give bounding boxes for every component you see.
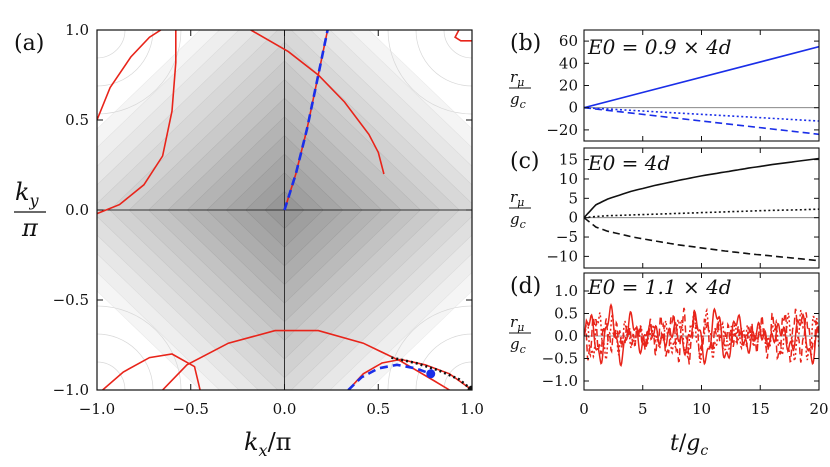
y-tick-label: 15 bbox=[559, 151, 578, 169]
series-dotted bbox=[584, 208, 819, 219]
panel-b-ylabel-g: gc bbox=[510, 90, 526, 111]
y-tick-label: −1.0 bbox=[53, 381, 89, 399]
panel-a-ticks: −1.0 −0.5 0.0 0.5 1.0 −1.0 −0.5 0.0 0.5 1.0 bbox=[53, 21, 484, 418]
y-tick-label: 40 bbox=[559, 54, 578, 72]
panel-b: −20 0 20 40 60 (b) E0 = 0.9 × 4d rμ gc bbox=[509, 29, 820, 142]
series-solid bbox=[584, 45, 819, 109]
panel-a-curves bbox=[97, 30, 472, 390]
panel-c-title: E0 = 4d bbox=[587, 151, 670, 175]
y-tick-label: 1.0 bbox=[554, 282, 578, 300]
panel-d: −1.0 −0.5 0.0 0.5 1.0 0 5 10 15 20 (d) E0 = 1.1 ×… bbox=[509, 272, 829, 459]
series-solid bbox=[584, 302, 819, 368]
x-tick-label: 1.0 bbox=[460, 400, 484, 418]
ky-label-k: ky bbox=[15, 178, 40, 210]
kx-axis-label: kx/π bbox=[244, 428, 291, 460]
panel-b-plot: −20 0 20 40 60 bbox=[546, 29, 820, 142]
panel-d-title: E0 = 1.1 × 4d bbox=[587, 275, 732, 299]
panel-d-label: (d) bbox=[510, 274, 541, 299]
blue-dashed-center bbox=[283, 30, 329, 211]
panel-d-ylabel-r: rμ bbox=[510, 313, 524, 334]
black-dot bbox=[467, 385, 472, 390]
red-bottom-left-curve bbox=[102, 353, 201, 390]
x-tick-label: 10 bbox=[692, 400, 711, 418]
y-tick-label: −20 bbox=[546, 121, 578, 139]
blue-dot bbox=[426, 369, 436, 379]
series-solid bbox=[584, 157, 819, 219]
series-group bbox=[584, 157, 819, 262]
y-tick-label: 0.5 bbox=[554, 305, 578, 323]
x-tick-label: 15 bbox=[751, 400, 770, 418]
series-group bbox=[584, 302, 819, 368]
y-tick-label: 1.0 bbox=[65, 21, 89, 39]
red-curve-left-curve bbox=[97, 30, 177, 215]
y-tick-label: −5 bbox=[556, 228, 578, 246]
panel-d-ylabel-g: gc bbox=[510, 335, 526, 356]
panel-b-label: (b) bbox=[510, 31, 541, 56]
red-bottom-mid-curve bbox=[162, 329, 450, 390]
y-tick-label: 0.5 bbox=[65, 111, 89, 129]
y-tick-label: 5 bbox=[568, 189, 578, 207]
panel-c-ylabel-r: rμ bbox=[510, 188, 524, 209]
y-tick-label: −0.5 bbox=[542, 350, 578, 368]
black-dotted-bottom bbox=[391, 356, 472, 390]
x-tick-label: −1.0 bbox=[79, 400, 115, 418]
red-swirl-top-right-curve bbox=[454, 30, 472, 42]
panel-c-ylabel: rμ gc bbox=[509, 188, 531, 231]
ky-axis-label: ky π bbox=[14, 178, 46, 242]
panel-c-ylabel-g: gc bbox=[510, 210, 526, 231]
series-dashed bbox=[584, 106, 819, 136]
panel-b-ylabel-r: rμ bbox=[510, 68, 524, 89]
y-tick-label: 0.0 bbox=[65, 201, 89, 219]
panel-a-label: (a) bbox=[14, 31, 44, 56]
y-tick-label: 0 bbox=[568, 209, 578, 227]
series-dotted bbox=[584, 106, 819, 122]
red-arc-top-left-curve bbox=[97, 30, 162, 121]
x-tick-label: −0.5 bbox=[173, 400, 209, 418]
red-arc-top-mid-curve bbox=[250, 30, 385, 175]
t-axis-label: t/gc bbox=[670, 431, 708, 459]
y-tick-label: −0.5 bbox=[53, 291, 89, 309]
blue-dashed-bottom bbox=[347, 363, 432, 390]
panel-d-ylabel: rμ gc bbox=[509, 313, 531, 356]
y-tick-label: −10 bbox=[546, 247, 578, 265]
y-tick-label: 0.0 bbox=[554, 327, 578, 345]
series-group bbox=[584, 45, 819, 136]
panel-b-ylabel: rμ gc bbox=[509, 68, 531, 111]
y-tick-label: 0 bbox=[568, 99, 578, 117]
ky-label-pi: π bbox=[21, 214, 39, 242]
x-tick-label: 5 bbox=[638, 400, 648, 418]
y-tick-label: −1.0 bbox=[542, 372, 578, 390]
x-tick-label: 20 bbox=[809, 400, 828, 418]
series-dashed bbox=[584, 217, 819, 262]
panel-c-label: (c) bbox=[510, 149, 540, 174]
x-tick-label: 0 bbox=[579, 400, 589, 418]
x-tick-label: 0.5 bbox=[366, 400, 390, 418]
panel-d-plot: −1.0 −0.5 0.0 0.5 1.0 0 5 10 15 20 bbox=[542, 272, 829, 418]
y-tick-label: 10 bbox=[559, 170, 578, 188]
panel-a: −1.0 −0.5 0.0 0.5 1.0 −1.0 −0.5 0.0 0.5 1.0 (a) k… bbox=[14, 21, 484, 460]
x-tick-label: 0.0 bbox=[273, 400, 297, 418]
series-dashed bbox=[584, 307, 819, 365]
y-tick-label: 60 bbox=[559, 32, 578, 50]
y-tick-label: 20 bbox=[559, 77, 578, 95]
panel-b-title: E0 = 0.9 × 4d bbox=[587, 35, 732, 59]
